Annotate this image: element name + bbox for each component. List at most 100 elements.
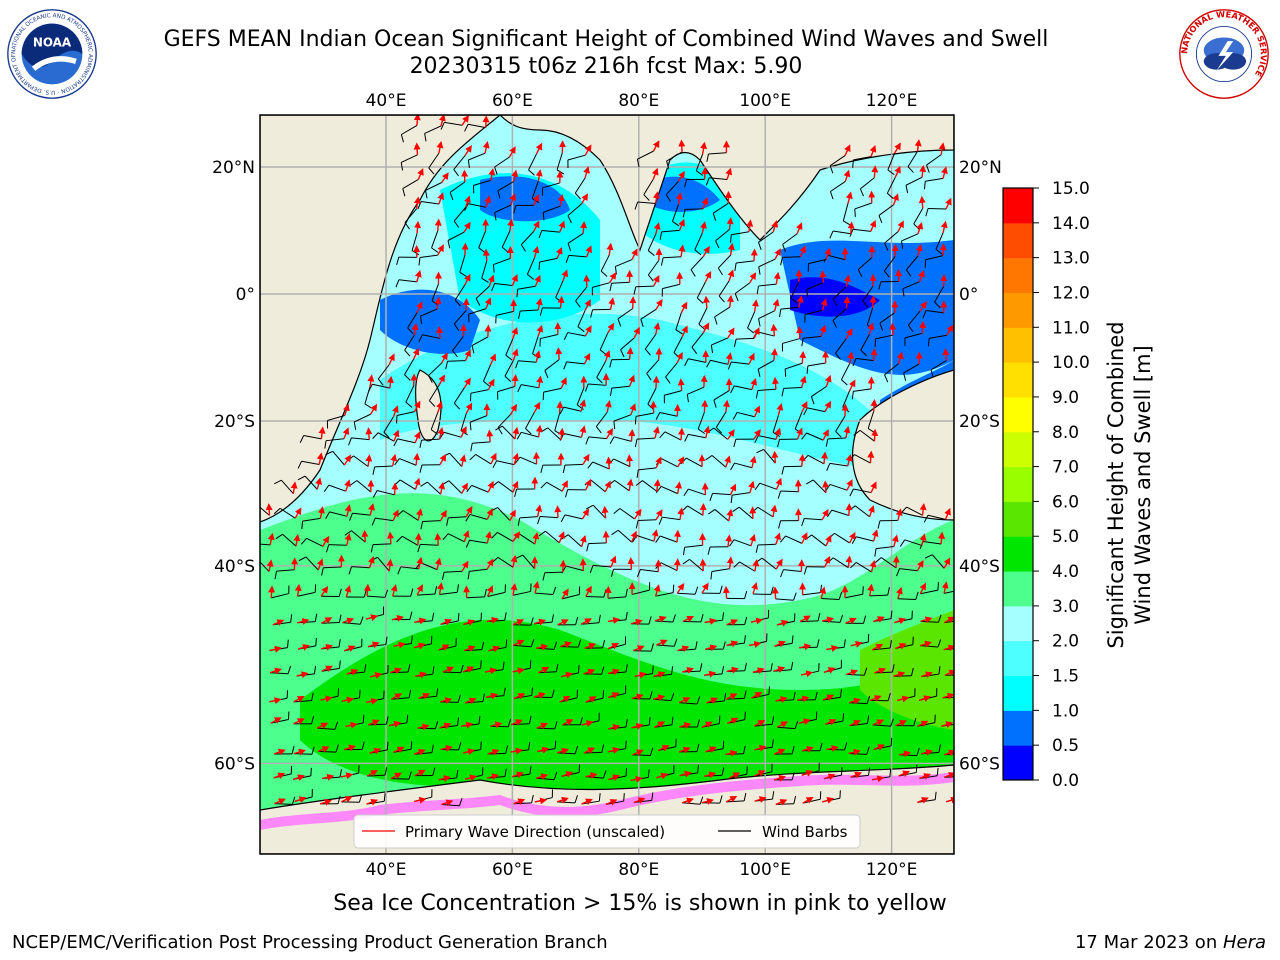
wave-arrow (509, 403, 518, 415)
wave-arrow (609, 555, 617, 568)
wind-barb (575, 286, 588, 308)
wave-arrow (366, 770, 378, 777)
wind-barb (577, 310, 586, 333)
wind-barb (852, 156, 872, 168)
wave-arrow (605, 428, 614, 439)
wind-barb (404, 334, 415, 357)
wind-barb (709, 492, 731, 502)
wind-barb (829, 155, 846, 174)
wave-arrow (437, 244, 444, 256)
wave-arrow (626, 454, 634, 467)
lat-label-right: 20°S (959, 412, 1000, 432)
wind-barb (835, 415, 846, 438)
wind-barb (515, 360, 537, 369)
wave-arrow (296, 671, 309, 679)
wave-arrow (297, 618, 310, 625)
wind-barb (372, 465, 393, 475)
wind-barb (887, 152, 896, 176)
wave-arrow (436, 582, 444, 595)
wind-barb (467, 568, 488, 580)
colorbar-tick-label: 7.0 (1052, 458, 1079, 478)
wind-barb (832, 286, 847, 307)
wave-arrow (656, 772, 669, 780)
wind-barb (706, 152, 727, 162)
wind-barb (781, 386, 802, 397)
wave-arrow (558, 531, 565, 543)
wind-barb (682, 544, 703, 556)
wave-arrow (895, 508, 903, 521)
wave-arrow (459, 454, 467, 467)
wave-arrow (655, 456, 662, 469)
wave-arrow (532, 581, 540, 594)
wind-barb (781, 338, 800, 352)
wave-arrow (941, 166, 948, 179)
wind-barb (420, 308, 438, 325)
wind-barb (756, 283, 777, 295)
wind-barb (609, 281, 630, 292)
wave-arrow (726, 556, 734, 569)
wave-arrow (607, 724, 621, 731)
wave-arrow (387, 531, 395, 544)
wave-arrow (771, 376, 779, 390)
wind-barb (505, 338, 514, 361)
wave-arrow (725, 352, 733, 365)
wind-barb (273, 507, 296, 519)
wave-arrow (512, 426, 520, 440)
colorbar-tick-label: 4.0 (1052, 562, 1079, 582)
wind-barb (690, 256, 704, 277)
wind-barb (400, 154, 418, 171)
wave-arrow (703, 670, 717, 678)
wave-arrow (361, 529, 369, 543)
wave-arrow (630, 618, 643, 626)
wave-arrow (821, 451, 828, 464)
wave-arrow (509, 509, 516, 521)
wave-arrow (898, 750, 912, 758)
wind-barb (922, 310, 944, 319)
colorbar (1002, 187, 1034, 781)
wind-barb (590, 308, 611, 318)
wind-barb (853, 429, 875, 442)
wind-barb (518, 309, 539, 319)
wave-arrow (464, 697, 477, 705)
wave-arrow (604, 400, 612, 413)
wind-barb (297, 475, 318, 490)
wave-arrow (653, 584, 661, 597)
band-4-5m (300, 619, 954, 793)
wave-arrow (652, 426, 660, 439)
wind-barb (635, 519, 657, 529)
wave-arrow (653, 479, 661, 492)
wind-barb (470, 441, 491, 452)
wave-arrow (585, 696, 597, 703)
wind-barb (884, 231, 899, 251)
wave-arrow (919, 502, 927, 516)
wind-barb (733, 561, 756, 572)
wave-arrow (413, 477, 421, 490)
wind-barb (684, 178, 705, 188)
wave-arrow (316, 558, 324, 571)
lat-label-right: 40°S (959, 557, 1000, 577)
wave-arrow (438, 644, 450, 651)
colorbar-tick-label: 10.0 (1052, 353, 1090, 373)
wave-arrow (413, 400, 421, 412)
wave-arrow (751, 299, 759, 312)
wind-barb (857, 257, 873, 277)
lon-label-top: 120°E (866, 91, 918, 111)
footer-host: Hera (1222, 932, 1266, 953)
wind-barb (392, 588, 414, 597)
wave-arrow (630, 775, 643, 783)
wind-barb (609, 385, 630, 397)
lon-label-bottom: 100°E (739, 860, 791, 880)
colorbar-tick-label: 5.0 (1052, 527, 1079, 547)
colorbar-segment (1003, 362, 1033, 398)
wind-barb (897, 591, 919, 601)
wind-barb (730, 231, 750, 243)
wave-arrow (754, 744, 767, 752)
wave-arrow (269, 645, 282, 653)
wave-arrow (273, 748, 286, 756)
wave-arrow (581, 508, 590, 520)
wave-arrow (702, 295, 710, 309)
wave-arrow (535, 424, 543, 438)
wind-barb (666, 151, 683, 169)
wind-barb (832, 308, 847, 328)
wind-barb (469, 454, 492, 465)
